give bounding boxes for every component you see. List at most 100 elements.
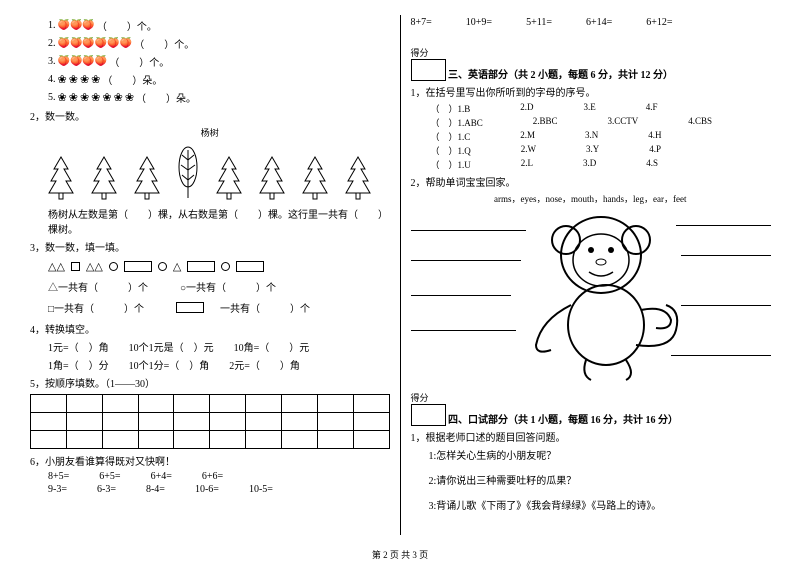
sec4-q: 1，根据老师口述的题目回答问题。 [411,429,771,444]
eng-opt: 4.S [646,158,658,171]
rectangle-icon [187,261,215,272]
flower-icon: ❀ [102,91,111,104]
left-column: 1. 🍑🍑🍑 （ ）个。 2. 🍑🍑🍑🍑🍑🍑 （ ）个。 3. 🍑🍑🍑🍑 （ ）… [20,15,401,535]
q4-line2: 1角=（ ）分 10个1分=（ ）角 2元=（ ）角 [30,357,390,372]
rectangle-icon [236,261,264,272]
eng-opt: 2.BBC [533,116,558,129]
shapes-display: △△ △△ △ [30,260,390,273]
pine-tree-icon [343,155,373,200]
eng-row: （ ）1.Q 2.W 3.Y 4.P [411,144,771,157]
eng-opt: 3.Y [586,144,599,157]
eng-row: （ ）1.ABC2.BBC3.CCTV4.CBS [411,116,771,129]
trees-row [30,145,390,200]
sec4-sub3: 3:背诵儿歌《下雨了》《我会背绿绿》《马路上的诗》。 [411,497,771,512]
score-label: 得分 [411,46,446,59]
q2-title: 2，数一数。 [30,108,390,123]
label-line [411,295,511,296]
arith-item: 6+5= [99,471,120,482]
eng-opt: 3.CCTV [608,116,639,129]
eng-opt: （ ）1.U [431,158,471,171]
suffix: （ ）朵。 [102,72,162,87]
sec4-sub1: 1:怎样关心生病的小朋友呢？ [411,447,771,462]
flower-icon: ❀ [69,73,78,86]
suffix: （ ）个。 [134,36,194,51]
eng-opt: 2.W [521,144,536,157]
eng-opt: 4.CBS [688,116,712,129]
arith-item: 8+7= [411,17,432,28]
poplar-label: 杨树 [30,126,390,139]
count-row-2: 2. 🍑🍑🍑🍑🍑🍑 （ ）个。 [48,36,390,51]
score-box [411,404,446,426]
tri-count: △一共有（ ）个 [48,279,148,294]
flower-icon: ❀ [69,91,78,104]
prefix: 4. [48,74,56,85]
prefix: 5. [48,92,56,103]
eng-row: （ ）1.U2.L3.D4.S [411,158,771,171]
arith-item: 10-5= [249,484,273,495]
flower-icon: ❀ [91,73,100,86]
sec4-sub2: 2:请你说出三种需要吐籽的瓜果？ [411,472,771,487]
count-row-4: 4. ❀ ❀ ❀ ❀ （ ）朵。 [48,72,390,87]
eng-opt: 4.F [646,102,658,115]
count-row-1: 1. 🍑🍑🍑 （ ）个。 [48,18,390,33]
prefix: 3. [48,56,56,67]
triangle-icon: △△ [48,260,65,273]
arith-item: 6+6= [202,471,223,482]
sq-count: □一共有（ ）个 [48,300,144,315]
counting-block: 1. 🍑🍑🍑 （ ）个。 2. 🍑🍑🍑🍑🍑🍑 （ ）个。 3. 🍑🍑🍑🍑 （ ）… [30,18,390,105]
prefix: 2. [48,38,56,49]
peach-icon: 🍑🍑🍑 [58,20,95,31]
flower-icon: ❀ [114,91,123,104]
eng-opt: 4.H [648,130,661,143]
rect-count: 一共有（ ）个 [210,300,310,315]
label-line [411,260,521,261]
word-list: arms，eyes，nose，mouth，hands，leg，ear，feet [411,192,771,205]
peach-icon: 🍑🍑🍑🍑 [58,56,108,67]
grid-row [31,413,390,431]
shapes-count-1: △一共有（ ）个 ○一共有（ ）个 [30,279,390,294]
q6-title: 6，小朋友看谁算得既对又快啊！ [30,453,390,468]
label-line [681,305,771,306]
score-label: 得分 [411,391,446,404]
flower-icon: ❀ [80,91,89,104]
count-row-5: 5. ❀ ❀ ❀ ❀ ❀ ❀ ❀ （ ）朵。 [48,90,390,105]
section-3-title: 三、英语部分（共 2 小题，每题 6 分，共计 12 分） [448,70,673,81]
trees-question: 杨树从左数是第（ ）棵，从右数是第（ ）棵。这行里一共有（ ）棵树。 [30,206,390,236]
arith-item: 5+11= [526,17,552,28]
flower-icon: ❀ [125,91,134,104]
section-4-title: 四、口试部分（共 1 小题，每题 16 分，共计 16 分） [448,415,678,426]
flower-icon: ❀ [58,73,67,86]
pine-tree-icon [257,155,287,200]
section-4-header: 得分 四、口试部分（共 1 小题，每题 16 分，共计 16 分） [411,391,771,426]
circle-icon [221,262,230,271]
label-line [411,230,526,231]
eng-row: （ ）1.B2.D3.E4.F [411,102,771,115]
right-column: 8+7= 10+9= 5+11= 6+14= 6+12= 得分 三、英语部分（共… [401,15,781,535]
q5-title: 5，按顺序填数。（1——30） [30,375,390,390]
triangle-icon: △ [173,260,181,273]
eng-opt: 4.P [649,144,661,157]
sec3-q2: 2，帮助单词宝宝回家。 [411,174,771,189]
pine-tree-icon [214,155,244,200]
arith-item: 6-3= [97,484,116,495]
eng-opt: （ ）1.Q [431,144,471,157]
eng-opt: 2.D [520,102,533,115]
eng-opt: 3.N [585,130,598,143]
arith-item: 10+9= [466,17,492,28]
circle-icon [158,262,167,271]
arith-row-1: 8+5= 6+5= 6+4= 6+6= [30,471,390,482]
arith-item: 6+14= [586,17,612,28]
pine-tree-icon [89,155,119,200]
rectangle-icon [124,261,152,272]
top-arith-row: 8+7= 10+9= 5+11= 6+14= 6+12= [411,17,771,28]
pine-tree-icon [46,155,76,200]
arith-item: 6+12= [646,17,672,28]
eng-opt: （ ）1.C [431,130,471,143]
pine-tree-icon [300,155,330,200]
count-row-3: 3. 🍑🍑🍑🍑 （ ）个。 [48,54,390,69]
arith-row-2: 9-3= 6-3= 8-4= 10-6= 10-5= [30,484,390,495]
eng-opt: 2.M [520,130,535,143]
number-grid [30,394,390,449]
suffix: （ ）个。 [109,54,169,69]
cir-count: ○一共有（ ）个 [180,279,276,294]
